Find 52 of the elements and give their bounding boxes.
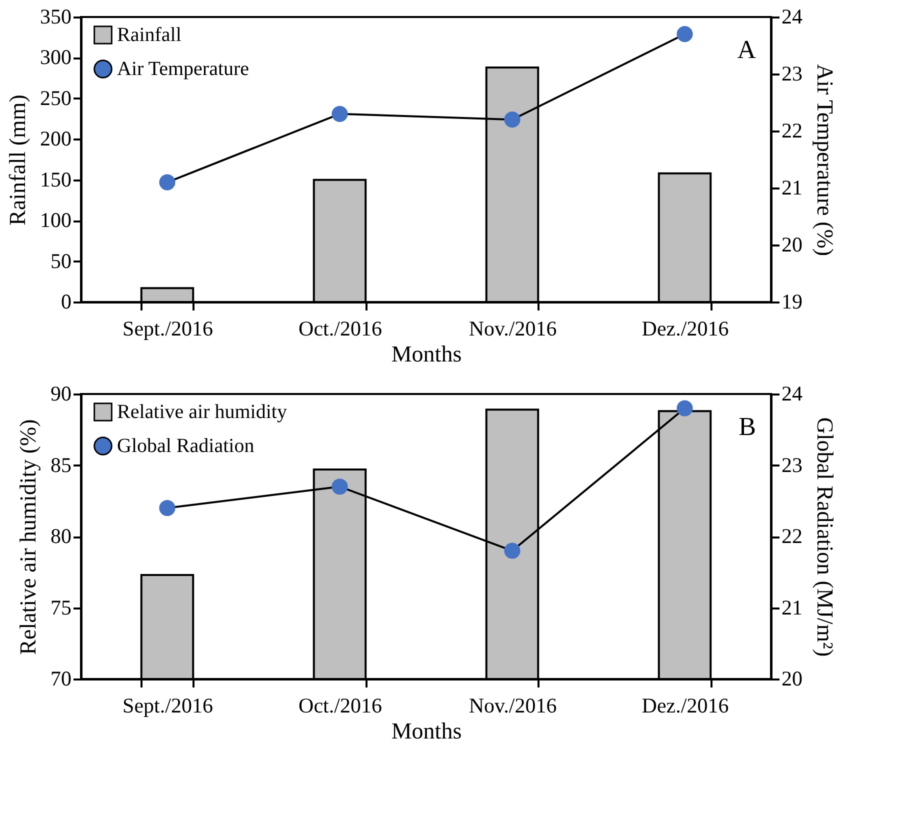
point	[676, 400, 693, 416]
x-axis-title: Months	[391, 718, 462, 744]
point	[504, 112, 520, 128]
y-tick-label: 350	[40, 4, 72, 28]
y2-tick-label: 23	[782, 62, 802, 86]
y-tick-label: 90	[50, 382, 72, 406]
y2-axis-title: Air Temperature (%)	[812, 64, 838, 256]
y2-tick-label: 22	[782, 524, 802, 548]
y-tick-label: 75	[50, 595, 72, 620]
y-tick-label: 70	[50, 666, 72, 690]
point	[332, 106, 348, 122]
annotation: B	[738, 412, 756, 441]
y2-tick-label: 20	[782, 232, 802, 256]
annotation: A	[737, 35, 756, 64]
x-tick-label: Oct./2016	[298, 694, 382, 718]
x-axis-title: Months	[391, 342, 462, 366]
x-tick-label: Dez./2016	[642, 694, 729, 718]
x-tick-label: Nov./2016	[468, 316, 557, 340]
x-tick-label: Oct./2016	[298, 316, 382, 340]
legend-label: Relative air humidity	[117, 401, 287, 423]
y-axis-title: Relative air humidity (%)	[16, 419, 40, 655]
point	[676, 26, 693, 42]
point	[504, 542, 520, 559]
y2-tick-label: 21	[782, 595, 802, 620]
point	[332, 478, 348, 495]
y2-tick-label: 19	[782, 290, 802, 314]
y-tick-label: 50	[50, 248, 72, 273]
x-tick-label: Sept./2016	[122, 694, 213, 718]
y-tick-label: 0	[61, 290, 72, 314]
legend-label: Rainfall	[117, 24, 182, 46]
x-tick-label: Nov./2016	[468, 694, 557, 718]
y2-tick-label: 23	[782, 452, 802, 477]
y-tick-label: 150	[40, 167, 72, 192]
y-tick-label: 80	[50, 524, 72, 548]
y2-tick-label: 21	[782, 176, 802, 200]
y-tick-label: 250	[40, 86, 72, 110]
y-axis-title: Rainfall (mm)	[5, 94, 30, 226]
y2-tick-label: 22	[782, 118, 802, 142]
x-tick-label: Dez./2016	[642, 316, 729, 340]
legend-label: Global Radiation	[117, 435, 254, 457]
point	[159, 500, 176, 516]
y2-tick-label: 24	[782, 382, 803, 406]
x-tick-label: Sept./2016	[122, 316, 213, 340]
legend-label: Air Temperature	[117, 58, 250, 80]
y2-tick-label: 24	[782, 4, 803, 28]
y2-tick-label: 20	[782, 666, 802, 690]
point	[159, 174, 176, 190]
y-tick-label: 100	[40, 208, 72, 232]
y-tick-label: 300	[40, 45, 72, 70]
y-tick-label: 200	[40, 126, 72, 151]
y-tick-label: 85	[50, 452, 72, 477]
y2-axis-title: Global Radiation (MJ/m²)	[812, 417, 838, 657]
